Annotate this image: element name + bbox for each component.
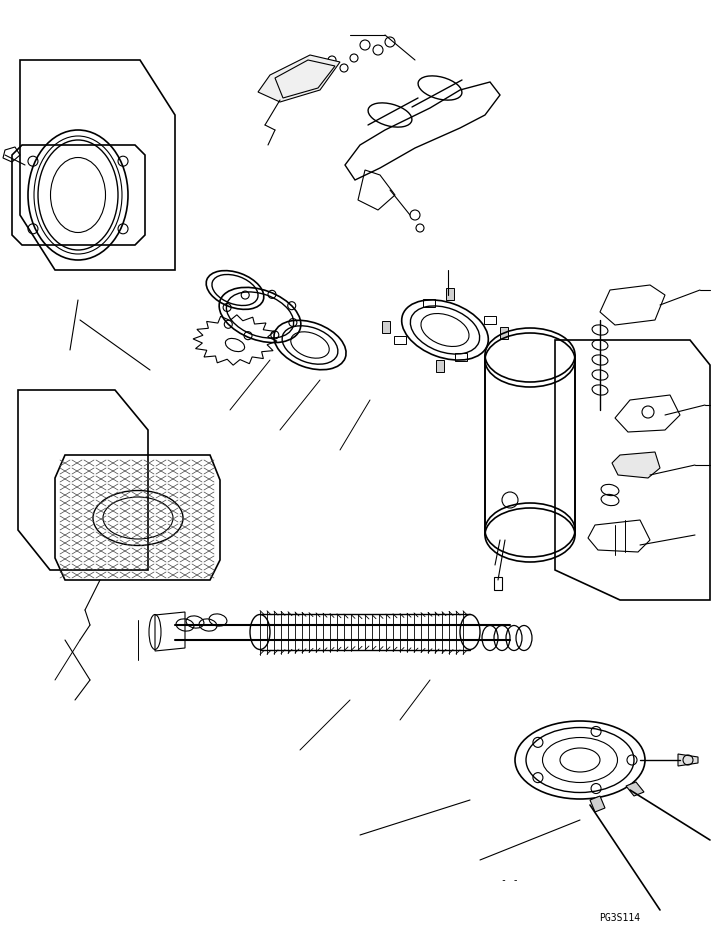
Polygon shape bbox=[626, 782, 644, 796]
Polygon shape bbox=[590, 796, 605, 812]
Polygon shape bbox=[382, 321, 390, 333]
Polygon shape bbox=[446, 288, 454, 300]
Polygon shape bbox=[500, 327, 508, 339]
Polygon shape bbox=[258, 55, 340, 102]
Polygon shape bbox=[612, 452, 660, 478]
Polygon shape bbox=[436, 359, 444, 372]
Text: - -: - - bbox=[501, 875, 519, 885]
Text: PG3S114: PG3S114 bbox=[599, 913, 641, 923]
Polygon shape bbox=[678, 754, 698, 766]
